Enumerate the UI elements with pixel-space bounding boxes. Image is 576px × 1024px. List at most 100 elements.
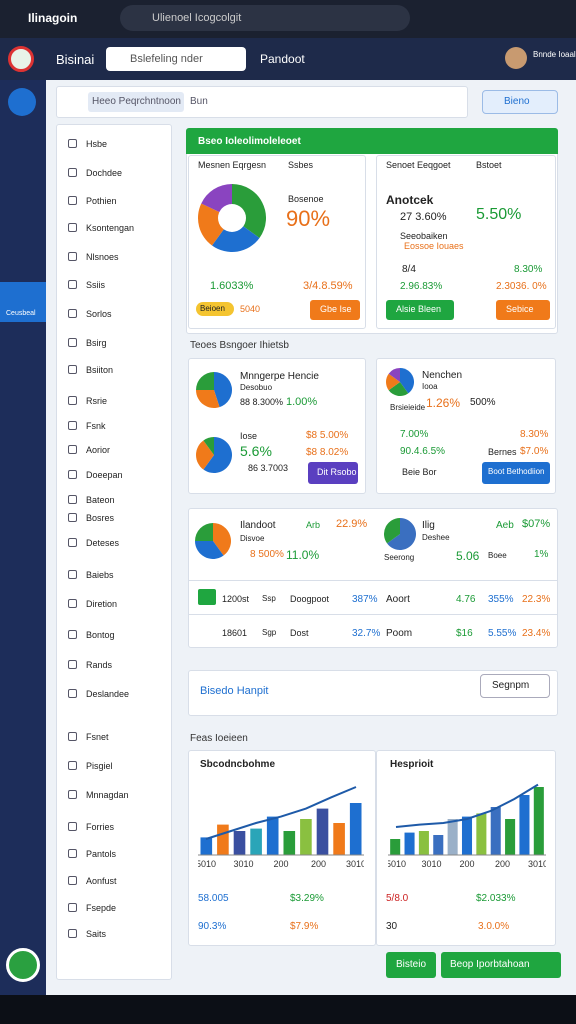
table-cell: Poom [386, 628, 413, 639]
label: 90.3% [198, 921, 227, 932]
label: Aeb [496, 520, 514, 531]
button[interactable] [386, 300, 454, 320]
label: Feas Ioeieen [190, 733, 248, 744]
bar [283, 831, 296, 855]
label: Beop Iporbtahoan [450, 959, 530, 970]
rail-search[interactable] [8, 88, 36, 116]
nav-item[interactable]: Bsirg [86, 338, 107, 348]
nav-item[interactable]: Fsnk [86, 421, 106, 431]
nav-item[interactable]: Nlsnoes [86, 252, 119, 262]
label: Dit Rsobo [317, 467, 357, 477]
x-tick-label: 3010 [421, 859, 441, 869]
nav-item[interactable]: Ksontengan [86, 223, 135, 233]
nav-item[interactable]: Forries [86, 822, 115, 832]
label: Ilinagoin [28, 11, 78, 25]
nav-icon [68, 903, 77, 912]
icon-rail [0, 80, 46, 995]
nav-icon [68, 538, 77, 547]
nav-item[interactable]: Bontog [86, 630, 115, 640]
nav-item[interactable]: Mnnagdan [86, 790, 129, 800]
bar [476, 813, 487, 855]
label: 86 3.7003 [248, 463, 289, 473]
nav-item[interactable]: Bosres [86, 513, 115, 523]
label: Bieno [504, 96, 530, 107]
nav-item[interactable]: Ssiis [86, 280, 106, 290]
nav-icon [68, 599, 77, 608]
nav-item[interactable]: Pisgiel [86, 761, 113, 771]
bar-card [188, 670, 558, 716]
nav-icon [68, 822, 77, 831]
breadcrumb-box [88, 92, 184, 112]
bar [300, 819, 312, 855]
pie-slice [203, 437, 232, 473]
nav-icon [68, 168, 77, 177]
button[interactable] [310, 300, 360, 320]
label: $3.29% [290, 893, 324, 904]
rail-active[interactable] [0, 282, 46, 322]
label: $07% [522, 518, 551, 530]
nav-icon [68, 929, 77, 938]
avatar[interactable] [505, 47, 527, 69]
pie-slice [386, 373, 400, 391]
x-tick-label: 200 [459, 859, 474, 869]
button[interactable] [482, 462, 550, 484]
button[interactable] [308, 462, 358, 484]
nav-icon [68, 396, 77, 405]
fab[interactable] [6, 948, 40, 982]
table-cell: 4.76 [456, 594, 476, 605]
nav-item[interactable]: Aorior [86, 445, 111, 455]
top-button[interactable] [482, 90, 558, 114]
button[interactable] [496, 300, 550, 320]
nav-item[interactable]: Aonfust [86, 876, 117, 886]
table-cell: Ssp [262, 594, 276, 603]
label: Bisedo Hanpit [200, 685, 269, 697]
nav-item[interactable]: Fsnet [86, 732, 109, 742]
nav-item[interactable]: Baiebs [86, 570, 114, 580]
label: 58.005 [198, 893, 229, 904]
nav-icon [68, 309, 77, 318]
nav-item[interactable]: Diretion [86, 599, 118, 609]
label: 8/4 [402, 264, 416, 275]
nav-item[interactable]: Bsiiton [86, 365, 114, 375]
table-cell: 355% [488, 594, 514, 605]
bar [505, 819, 516, 855]
pill [196, 302, 234, 316]
nav-item[interactable]: Pothien [86, 196, 117, 206]
label: Beioen [200, 304, 225, 313]
nav-item[interactable]: Saits [86, 929, 107, 939]
pie-slice [232, 184, 266, 238]
bar-button[interactable] [480, 674, 550, 698]
nav-item[interactable]: Deteses [86, 538, 120, 548]
nav-item[interactable]: Sorlos [86, 309, 112, 319]
label: $7.9% [290, 921, 319, 932]
nav-item[interactable]: Fsepde [86, 903, 117, 913]
label: Iose [240, 431, 258, 441]
pie-slice [388, 368, 400, 382]
nav-item[interactable]: Rsrie [86, 396, 108, 406]
label: 3/4.8.59% [303, 280, 353, 292]
bar [250, 828, 262, 855]
table-cell: 32.7% [352, 628, 381, 639]
nav-item[interactable]: Rands [86, 660, 113, 670]
nav-item[interactable]: Dochdee [86, 168, 123, 178]
label: 2.3036. 0% [496, 281, 547, 292]
nav-item[interactable]: Pantols [86, 849, 117, 859]
divider [188, 580, 558, 581]
nav-item[interactable]: Bateon [86, 495, 115, 505]
address-bar[interactable] [120, 5, 410, 31]
table-cell: Dost [290, 628, 309, 638]
button[interactable] [386, 952, 436, 978]
table-cell: 23.4% [522, 628, 551, 639]
nav-item[interactable]: Deslandee [86, 689, 130, 699]
nav-icon [68, 280, 77, 289]
bar [404, 832, 415, 855]
label: 1% [534, 549, 549, 560]
button[interactable] [441, 952, 561, 978]
label: 27 3.60% [400, 211, 447, 223]
logo [8, 46, 34, 72]
search-box[interactable] [106, 47, 246, 71]
nav-item[interactable]: Doeepan [86, 470, 123, 480]
bar [266, 816, 279, 855]
nav-item[interactable]: Hsbe [86, 139, 108, 149]
pie-chart [196, 372, 232, 408]
